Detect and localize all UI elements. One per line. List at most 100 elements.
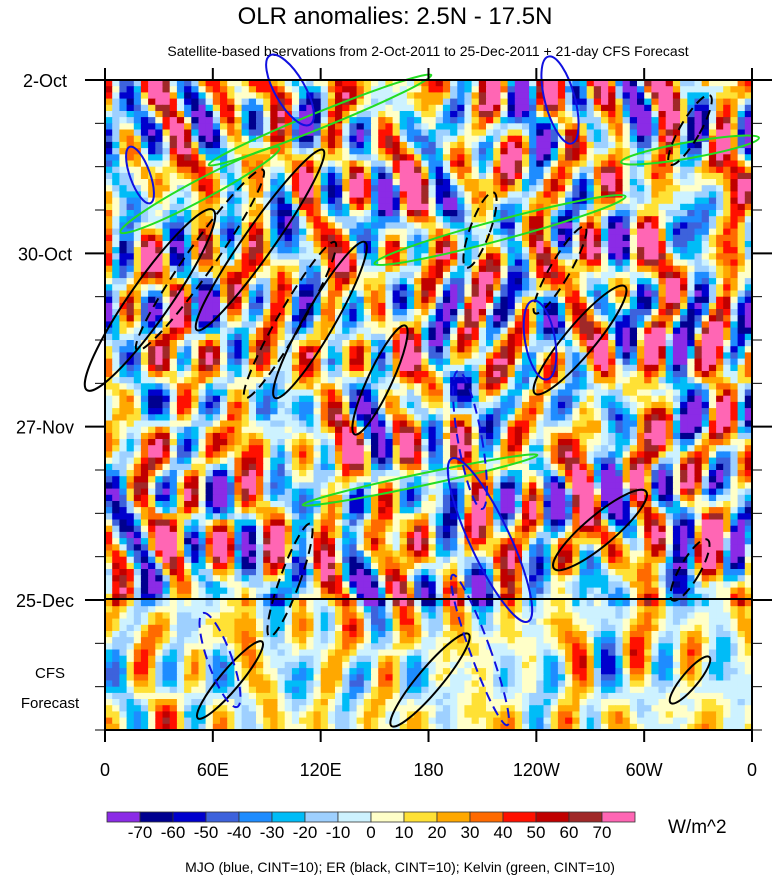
field-cell — [162, 377, 171, 384]
field-cell — [212, 228, 221, 236]
field-cell — [306, 408, 315, 415]
field-cell — [694, 278, 703, 285]
field-cell — [234, 210, 243, 217]
field-cell — [392, 179, 401, 186]
field-cell — [234, 166, 243, 174]
field-cell — [435, 135, 444, 143]
field-cell — [140, 364, 149, 372]
field-cell — [385, 86, 394, 93]
field-cell — [464, 340, 473, 347]
field-cell — [169, 92, 178, 100]
field-cell — [291, 86, 300, 93]
field-cell — [593, 352, 602, 360]
field-cell — [514, 377, 523, 384]
field-cell — [284, 259, 293, 267]
field-cell — [148, 228, 156, 236]
field-cell — [543, 92, 552, 100]
field-cell — [450, 315, 458, 322]
field-cell — [105, 290, 113, 298]
field-cell — [493, 172, 501, 180]
field-cell — [608, 364, 616, 372]
field-cell — [450, 271, 458, 279]
field-cell — [622, 401, 631, 409]
field-cell — [356, 117, 365, 124]
field-cell — [514, 216, 523, 223]
field-cell — [299, 377, 307, 384]
field-cell — [148, 191, 156, 199]
field-cell — [371, 135, 379, 143]
field-cell — [306, 166, 315, 174]
field-cell — [184, 259, 192, 267]
field-cell — [148, 309, 156, 316]
field-cell — [601, 401, 609, 409]
field-cell — [644, 117, 652, 124]
field-cell — [356, 327, 365, 335]
field-cell — [493, 352, 501, 360]
field-cell — [500, 315, 509, 322]
field-cell — [572, 309, 581, 316]
field-cell — [378, 383, 386, 391]
field-cell — [176, 408, 185, 415]
field-cell — [730, 340, 739, 347]
field-cell — [320, 185, 329, 192]
field-cell — [133, 377, 142, 384]
field-cell — [356, 129, 365, 137]
field-cell — [155, 117, 164, 124]
field-cell — [140, 141, 149, 149]
field-cell — [672, 179, 681, 186]
field-cell — [716, 241, 724, 248]
field-cell — [270, 278, 279, 285]
field-cell — [723, 352, 731, 360]
field-cell — [299, 296, 307, 304]
field-cell — [371, 154, 379, 162]
field-cell — [694, 141, 703, 149]
field-cell — [514, 104, 523, 112]
field-cell — [105, 358, 113, 366]
field-cell — [529, 389, 537, 397]
field-cell — [263, 86, 271, 93]
field-cell — [730, 377, 739, 384]
field-cell — [543, 148, 552, 155]
field-cell — [457, 346, 466, 353]
field-cell — [651, 352, 660, 360]
field-cell — [579, 210, 588, 217]
field-cell — [363, 408, 372, 415]
field-cell — [234, 141, 243, 149]
field-cell — [327, 401, 336, 409]
field-cell — [608, 278, 616, 285]
field-cell — [112, 160, 120, 168]
field-cell — [140, 271, 149, 279]
field-cell — [126, 352, 135, 360]
field-cell — [220, 166, 228, 174]
field-cell — [435, 327, 444, 335]
field-cell — [658, 395, 667, 403]
field-cell — [191, 401, 200, 409]
field-cell — [112, 333, 120, 341]
field-cell — [586, 154, 595, 162]
field-cell — [406, 111, 415, 118]
field-cell — [191, 284, 200, 292]
field-cell — [263, 222, 271, 230]
field-cell — [644, 111, 652, 118]
field-cell — [572, 296, 581, 304]
field-cell — [716, 321, 724, 329]
field-cell — [593, 247, 602, 254]
field-cell — [234, 296, 243, 304]
field-cell — [126, 80, 135, 87]
field-cell — [327, 148, 336, 155]
field-cell — [105, 346, 113, 353]
field-cell — [637, 278, 645, 285]
field-cell — [694, 92, 703, 100]
field-cell — [428, 302, 437, 310]
field-cell — [442, 104, 451, 112]
field-cell — [579, 364, 588, 372]
field-cell — [313, 327, 322, 335]
field-cell — [471, 92, 480, 100]
field-cell — [557, 321, 566, 329]
field-cell — [227, 290, 235, 298]
field-cell — [644, 154, 652, 162]
field-cell — [155, 129, 164, 137]
field-cell — [277, 111, 286, 118]
field-cell — [565, 104, 573, 112]
field-cell — [256, 377, 264, 384]
